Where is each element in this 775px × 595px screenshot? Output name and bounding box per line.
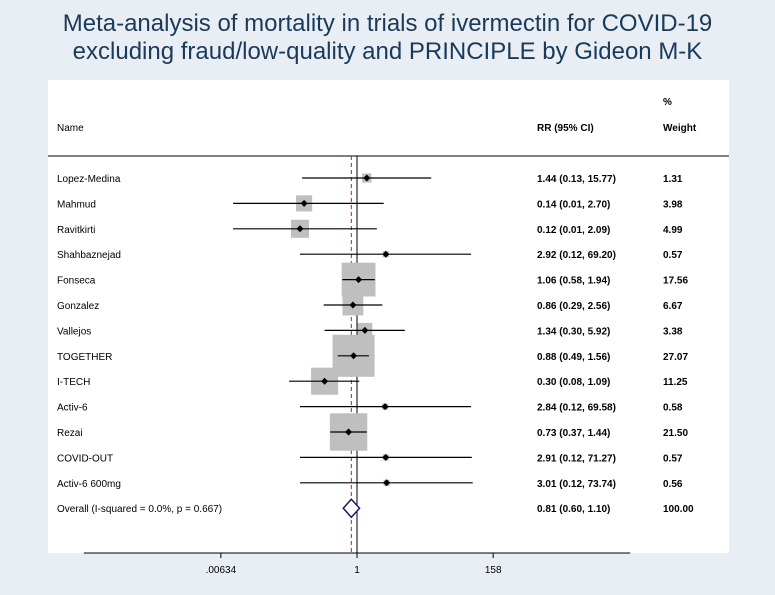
overall-weight: 100.00 bbox=[663, 504, 694, 515]
study-ci: 3.01 (0.12, 73.74) bbox=[537, 479, 616, 490]
name-header: Name bbox=[57, 123, 84, 134]
study-name: Mahmud bbox=[57, 199, 96, 210]
study-name: Lopez-Medina bbox=[57, 174, 121, 185]
study-weight: 17.56 bbox=[663, 276, 688, 287]
point-estimate bbox=[296, 225, 304, 233]
study-name: Activ-6 bbox=[57, 403, 88, 414]
chart-title-line-1: Meta-analysis of mortality in trials of … bbox=[62, 10, 713, 37]
chart-title-line-2: excluding fraud/low-quality and PRINCIPL… bbox=[72, 38, 703, 65]
study-weight: 6.67 bbox=[663, 301, 683, 312]
x-tick-label: .00634 bbox=[206, 565, 237, 576]
point-estimate bbox=[349, 301, 357, 309]
study-weight: 27.07 bbox=[663, 352, 688, 363]
study-ci: 0.14 (0.01, 2.70) bbox=[537, 199, 610, 210]
study-ci: 2.92 (0.12, 69.20) bbox=[537, 250, 616, 261]
point-estimate bbox=[345, 428, 353, 436]
study-ci: 1.44 (0.13, 15.77) bbox=[537, 174, 616, 185]
weight-header-percent: % bbox=[663, 97, 672, 108]
study-weight: 0.57 bbox=[663, 250, 683, 261]
study-name: COVID-OUT bbox=[57, 453, 113, 464]
point-estimate bbox=[300, 199, 308, 207]
rr-header: RR (95% CI) bbox=[537, 123, 594, 134]
plot-area: % Name RR (95% CI) Weight Lopez-Medina 1.44 (… bbox=[48, 80, 729, 576]
study-ci: 0.12 (0.01, 2.09) bbox=[537, 225, 610, 236]
study-name: Ravitkirti bbox=[57, 225, 95, 236]
study-weight: 21.50 bbox=[663, 428, 688, 439]
overall-label: Overall (I-squared = 0.0%, p = 0.667) bbox=[57, 504, 222, 515]
study-ci: 0.73 (0.37, 1.44) bbox=[537, 428, 610, 439]
study-name: Vallejos bbox=[57, 326, 91, 337]
study-ci: 1.34 (0.30, 5.92) bbox=[537, 326, 610, 337]
study-ci: 0.30 (0.08, 1.09) bbox=[537, 377, 610, 388]
weight-header: Weight bbox=[663, 123, 697, 134]
overall-ci: 0.81 (0.60, 1.10) bbox=[537, 504, 610, 515]
study-name: Shahbaznejad bbox=[57, 250, 121, 261]
forest-plot: % Name RR (95% CI) Weight Lopez-Medina 1.44 (… bbox=[48, 97, 729, 576]
study-ci: 2.84 (0.12, 69.58) bbox=[537, 403, 616, 414]
study-weight: 1.31 bbox=[663, 174, 683, 185]
point-estimate bbox=[321, 377, 329, 385]
point-estimate bbox=[383, 479, 391, 487]
study-name: I-TECH bbox=[57, 377, 90, 388]
study-weight: 0.57 bbox=[663, 453, 683, 464]
point-estimate bbox=[361, 326, 369, 334]
study-name: Gonzalez bbox=[57, 301, 99, 312]
x-tick-label: 158 bbox=[485, 565, 502, 576]
point-estimate bbox=[381, 403, 389, 411]
point-estimate bbox=[382, 453, 390, 461]
study-name: Rezai bbox=[57, 428, 83, 439]
study-ci: 0.88 (0.49, 1.56) bbox=[537, 352, 610, 363]
study-ci: 2.91 (0.12, 71.27) bbox=[537, 453, 616, 464]
point-estimate bbox=[355, 276, 363, 284]
study-name: Activ-6 600mg bbox=[57, 479, 121, 490]
x-tick-label: 1 bbox=[354, 565, 360, 576]
point-estimate bbox=[350, 352, 358, 360]
study-ci: 0.86 (0.29, 2.56) bbox=[537, 301, 610, 312]
study-name: Fonseca bbox=[57, 276, 96, 287]
study-weight: 3.98 bbox=[663, 199, 683, 210]
study-weight: 3.38 bbox=[663, 326, 683, 337]
study-ci: 1.06 (0.58, 1.94) bbox=[537, 276, 610, 287]
study-name: TOGETHER bbox=[57, 352, 112, 363]
overall-diamond bbox=[342, 498, 361, 519]
study-weight: 0.56 bbox=[663, 479, 683, 490]
study-weight: 4.99 bbox=[663, 225, 683, 236]
study-weight: 0.58 bbox=[663, 403, 683, 414]
study-weight: 11.25 bbox=[663, 377, 688, 388]
point-estimate bbox=[363, 174, 371, 182]
point-estimate bbox=[382, 250, 390, 258]
